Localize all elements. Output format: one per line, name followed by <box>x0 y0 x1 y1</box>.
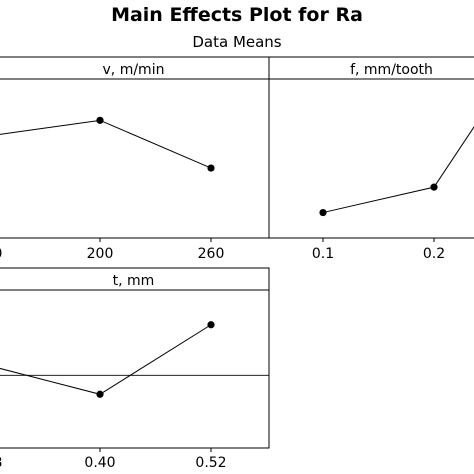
tick-label-v-0: 0 <box>0 246 2 262</box>
panel-frame-v <box>0 78 270 239</box>
data-point-f-1 <box>430 183 438 191</box>
tick-label-f-1: 0.2 <box>423 246 445 262</box>
tick-label-f-0: 0.1 <box>312 246 334 262</box>
tick-label-t-2: 0.52 <box>195 455 226 471</box>
tick-label-t-1: 0.40 <box>84 455 115 471</box>
data-point-t-1 <box>96 390 104 398</box>
panel-label-f: f, mm/tooth <box>350 62 433 78</box>
panel-frame-f <box>268 78 474 239</box>
tick-label-v-1: 200 <box>87 246 114 262</box>
tick-label-t-0: 8 <box>0 455 2 471</box>
data-point-t-2 <box>207 321 215 329</box>
data-point-f-0 <box>319 208 327 217</box>
panel-frame-t <box>0 289 270 449</box>
panel-label-v: v, m/min <box>103 62 165 78</box>
chart-title: Main Effects Plot for Ra <box>111 4 363 26</box>
tick-label-v-2: 260 <box>198 246 225 262</box>
data-point-v-1 <box>96 116 104 124</box>
panel-label-t: t, mm <box>113 273 155 289</box>
chart-subtitle: Data Means <box>192 33 282 51</box>
data-point-v-2 <box>207 164 215 172</box>
